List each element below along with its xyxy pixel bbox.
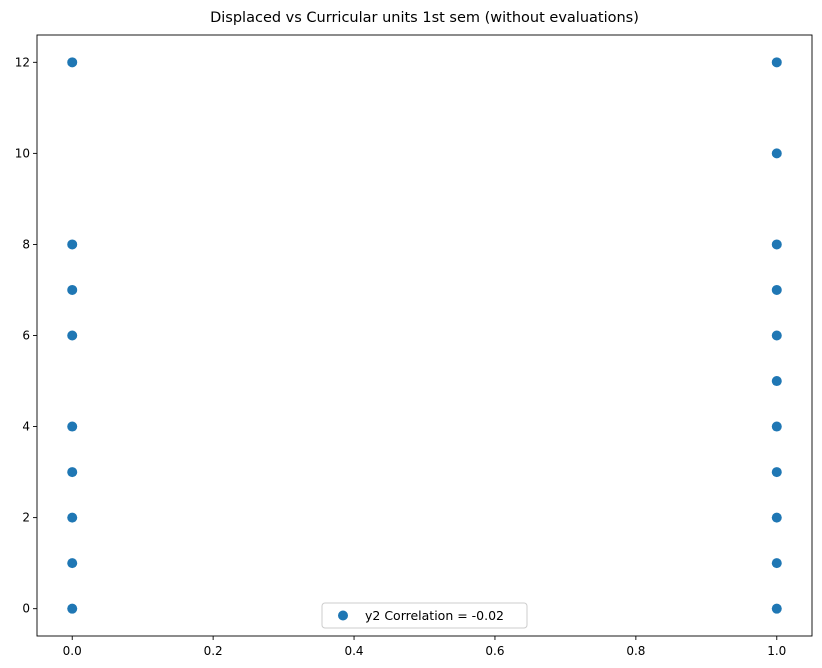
scatter-point (67, 467, 78, 478)
scatter-point (771, 376, 782, 387)
scatter-point (771, 57, 782, 68)
plot-frame (36, 34, 813, 637)
y-tick-label: 12 (15, 55, 30, 69)
y-tick-label: 0 (22, 602, 30, 616)
y-tick-label: 6 (22, 329, 30, 343)
chart-title: Displaced vs Curricular units 1st sem (w… (210, 10, 639, 26)
y-tick-label: 8 (22, 237, 30, 251)
scatter-point (67, 330, 78, 341)
scatter-point (771, 467, 782, 478)
legend-box (321, 602, 528, 629)
x-tick-label: 0.8 (626, 644, 645, 658)
x-tick-label: 0.0 (63, 644, 82, 658)
scatter-point (771, 603, 782, 614)
scatter-point (67, 558, 78, 569)
axes: 0.0 0.2 0.4 0.6 0.8 1.0 0 2 4 6 8 10 12 (15, 34, 813, 658)
scatter-point (771, 558, 782, 569)
scatter-point (67, 57, 78, 68)
scatter-point (67, 239, 78, 250)
y-tick-label: 2 (22, 511, 30, 525)
scatter-point (771, 512, 782, 523)
scatter-point (771, 421, 782, 432)
legend-marker (338, 610, 348, 621)
x-tick-label: 0.2 (204, 644, 223, 658)
x-tick-label: 0.6 (485, 644, 504, 658)
scatter-point (67, 284, 78, 295)
scatter-point (67, 512, 78, 523)
legend-label: y2 Correlation = -0.02 (365, 608, 504, 623)
scatter-point (67, 603, 78, 614)
scatter-point (771, 239, 782, 250)
x-tick-label: 1.0 (767, 644, 786, 658)
scatter-point (771, 148, 782, 159)
data-points (67, 57, 782, 614)
scatter-point (67, 421, 78, 432)
y-tick-label: 10 (15, 146, 30, 160)
legend: y2 Correlation = -0.02 (321, 602, 528, 629)
y-tick-label: 4 (22, 420, 30, 434)
scatter-point (771, 284, 782, 295)
x-tick-label: 0.4 (344, 644, 363, 658)
scatter-point (771, 330, 782, 341)
